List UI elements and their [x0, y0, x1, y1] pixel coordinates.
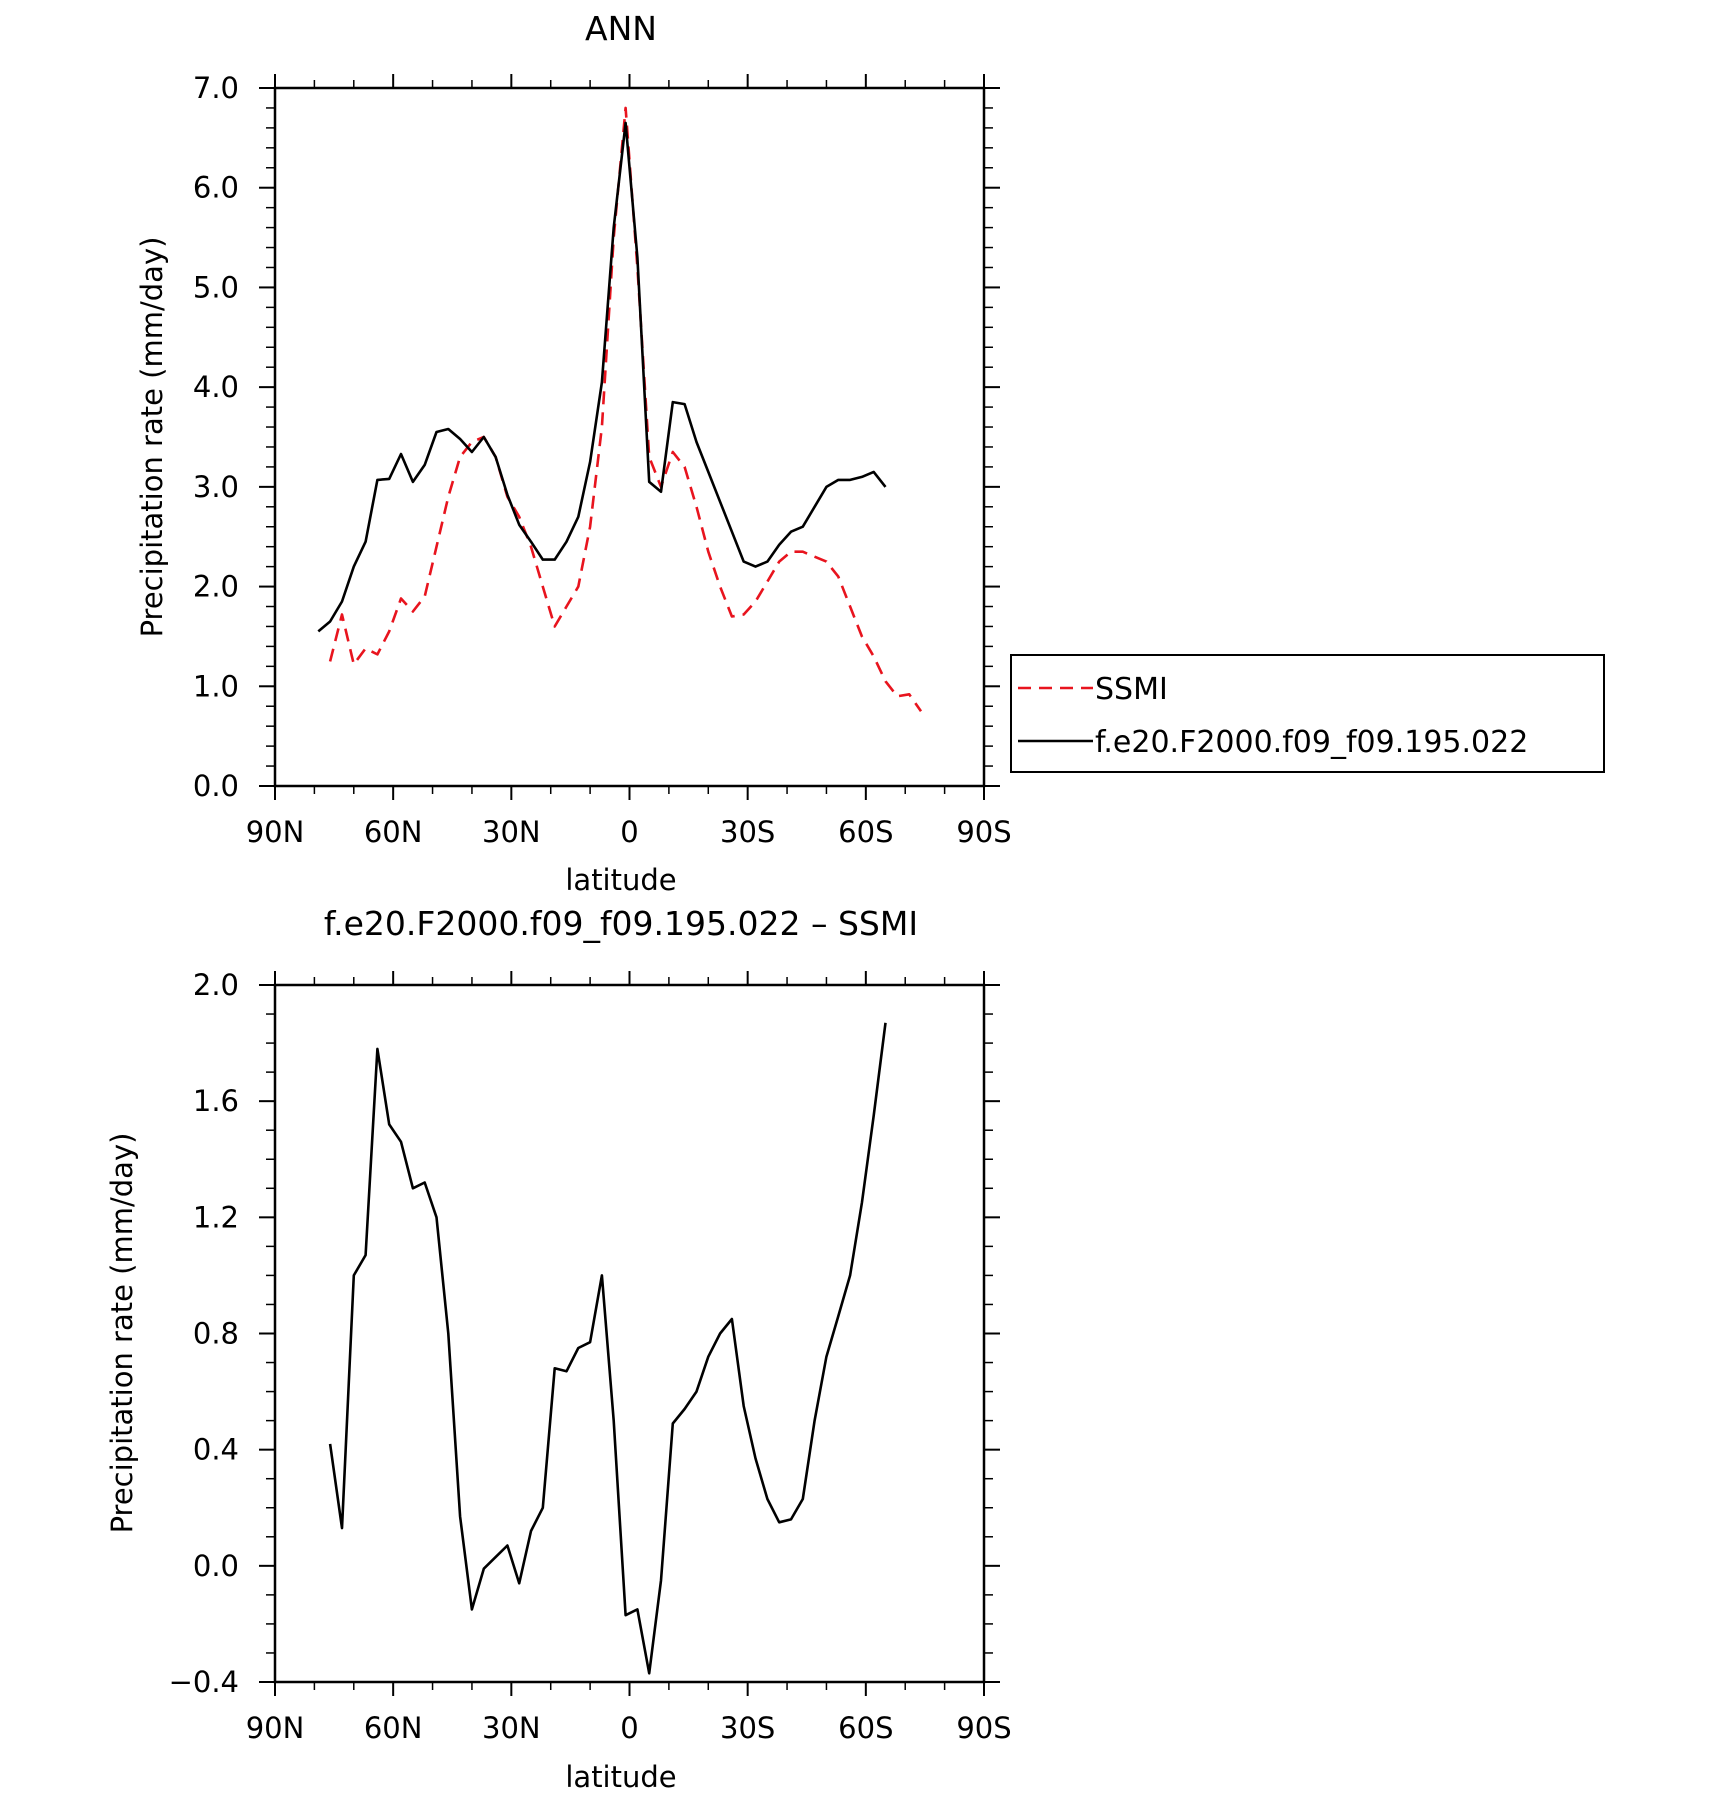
y-tick-label: 0.4	[193, 1433, 239, 1467]
bottom-x-axis-label: latitude	[565, 1760, 676, 1794]
y-tick-label: 5.0	[193, 270, 239, 304]
series-line-model	[317, 121, 887, 633]
y-tick-label: 3.0	[193, 470, 239, 504]
y-tick-label: −0.4	[169, 1665, 239, 1699]
x-tick-label: 60N	[364, 1711, 423, 1745]
y-tick-label: 6.0	[193, 171, 239, 205]
y-tick-label: 1.2	[193, 1200, 239, 1234]
series-line-ssmi	[328, 106, 923, 712]
y-tick-label: 2.0	[193, 570, 239, 604]
top-axis-ticks	[259, 74, 1000, 800]
x-tick-label: 60N	[364, 815, 423, 849]
y-tick-label: 7.0	[193, 71, 239, 105]
bottom-series-group	[328, 1022, 887, 1675]
x-tick-label: 90S	[956, 815, 1011, 849]
top-x-tick-labels: 90N 60N 30N 0 30S 60S 90S	[246, 815, 1012, 849]
x-tick-label: 0	[620, 1711, 638, 1745]
top-y-tick-labels: 0.0 1.0 2.0 3.0 4.0 5.0 6.0 7.0	[193, 71, 239, 803]
x-tick-label: 60S	[838, 815, 893, 849]
legend: SSMI f.e20.F2000.f09_f09.195.022	[1010, 654, 1605, 773]
top-plot-frame	[273, 86, 986, 788]
x-tick-label: 30N	[482, 815, 541, 849]
x-tick-label: 60S	[838, 1711, 893, 1745]
legend-box	[1010, 654, 1605, 773]
legend-label-model: f.e20.F2000.f09_f09.195.022	[1095, 725, 1528, 760]
top-series-group	[317, 106, 923, 712]
y-tick-label: 0.8	[193, 1317, 239, 1351]
bottom-chart-title: f.e20.F2000.f09_f09.195.022 – SSMI	[324, 904, 918, 943]
y-tick-label: 1.6	[193, 1084, 239, 1118]
y-tick-label: 1.0	[193, 669, 239, 703]
x-tick-label: 90N	[246, 1711, 305, 1745]
series-line-difference	[328, 1022, 887, 1675]
legend-label-ssmi: SSMI	[1095, 672, 1168, 707]
x-tick-label: 30S	[720, 1711, 775, 1745]
x-tick-label: 30N	[482, 1711, 541, 1745]
y-tick-label: 0.0	[193, 769, 239, 803]
top-panel: ANN 90N 60N 30N 0 30S 60S 90S 0.0 1.0 2.0 3.0 4.0 5…	[135, 9, 1605, 897]
top-y-axis-label: Precipitation rate (mm/day)	[135, 237, 169, 638]
bottom-y-tick-labels: −0.4 0.0 0.4 0.8 1.2 1.6 2.0	[169, 968, 239, 1699]
bottom-y-axis-label: Precipitation rate (mm/day)	[105, 1133, 139, 1534]
x-tick-label: 90S	[956, 1711, 1011, 1745]
top-chart-title: ANN	[585, 9, 657, 48]
x-tick-label: 30S	[720, 815, 775, 849]
bottom-axis-ticks	[259, 971, 1000, 1696]
bottom-panel: f.e20.F2000.f09_f09.195.022 – SSMI 90N 60…	[105, 904, 1012, 1794]
x-tick-label: 0	[620, 815, 638, 849]
top-x-axis-label: latitude	[565, 863, 676, 897]
y-tick-label: 4.0	[193, 370, 239, 404]
y-tick-label: 2.0	[193, 968, 239, 1002]
x-tick-label: 90N	[246, 815, 305, 849]
y-tick-label: 0.0	[193, 1549, 239, 1583]
bottom-x-tick-labels: 90N 60N 30N 0 30S 60S 90S	[246, 1711, 1012, 1745]
